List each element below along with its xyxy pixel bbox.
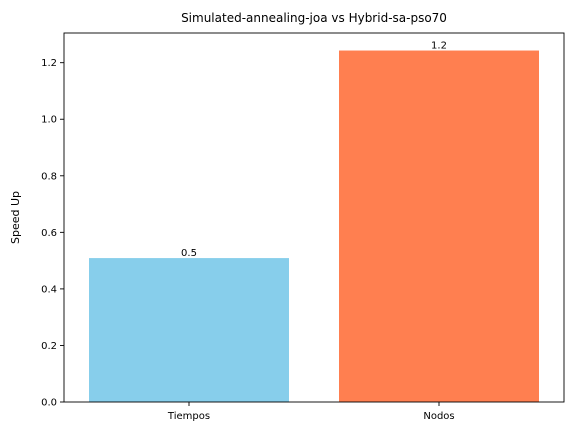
y-tick-label: 0.4	[41, 284, 57, 295]
x-tick-label: Nodos	[423, 411, 454, 422]
plot-frame	[63, 32, 565, 403]
bar-tiempos	[89, 258, 289, 402]
y-tick-label: 0.8	[41, 171, 57, 182]
y-tick-label: 0.2	[41, 341, 57, 352]
x-tick-label: Tiempos	[167, 411, 210, 422]
y-tick-label: 0.0	[41, 398, 57, 409]
bar-nodos	[339, 50, 539, 402]
y-tick-label: 1.2	[41, 58, 57, 69]
bar-value-label: 0.5	[181, 248, 197, 259]
y-tick-label: 0.6	[41, 228, 57, 239]
plot-area: 0.0 0.2 0.4 0.6 0.8 1.0 1.2 0.5 Tiempos 1.2 Nodos	[41, 41, 539, 422]
y-tick-label: 1.0	[41, 115, 57, 126]
y-axis-title: Speed Up	[9, 191, 22, 244]
chart-title: Simulated-annealing-joa vs Hybrid-sa-pso…	[181, 11, 447, 25]
bar-value-label: 1.2	[431, 41, 447, 52]
